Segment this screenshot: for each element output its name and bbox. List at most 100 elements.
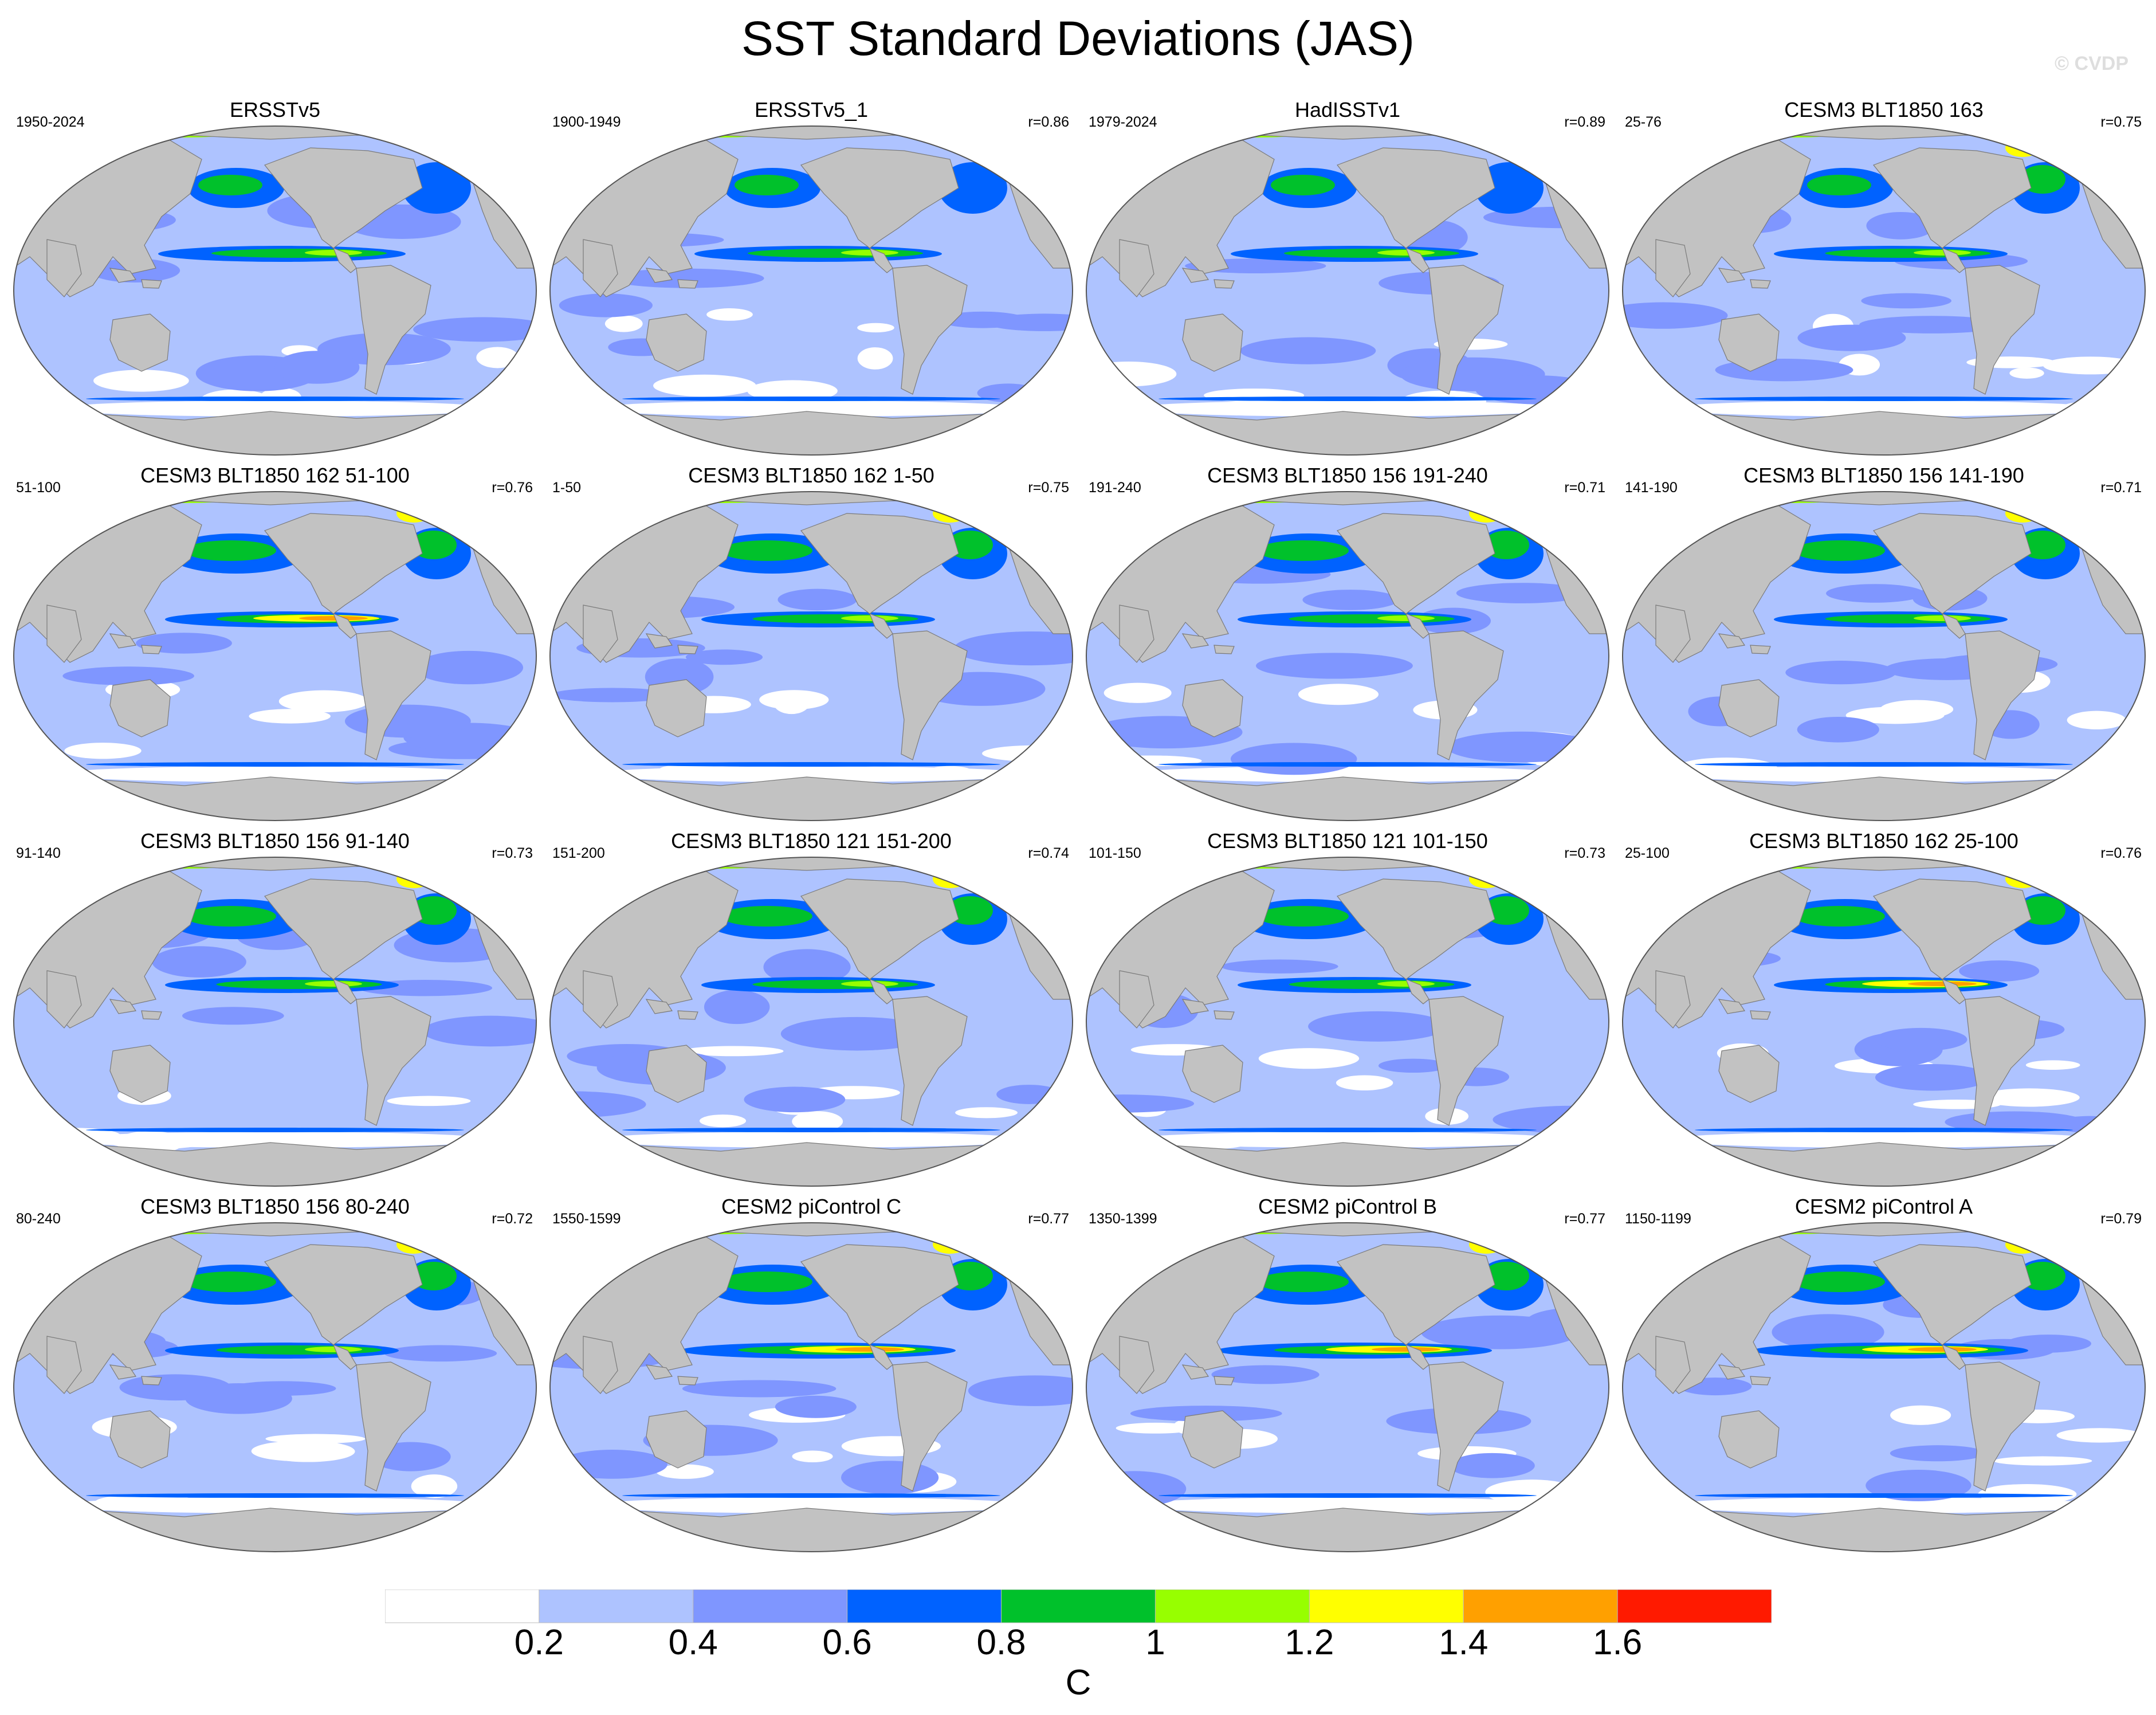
sst-contour [1446,731,1597,763]
sst-contour [2020,531,2065,559]
colorbar-tick-label: 1.4 [1439,1623,1489,1662]
sst-contour [1336,1075,1393,1091]
sst-contour [1623,302,1728,329]
sst-contour [184,906,276,927]
sst-contour [411,1474,458,1498]
sst-contour [1759,493,1793,500]
sst-contour [1483,1262,1529,1290]
sst-contour [411,896,457,925]
sst-contour [1271,175,1335,195]
panel-correlation: r=0.76 [492,480,533,496]
map-panel: ERSSTv5 1950-2024 [6,97,544,458]
panel-period: 1-50 [552,480,582,496]
sst-contour [685,649,763,665]
sst-contour [1666,1497,2102,1513]
sst-contour [1875,1064,1990,1091]
sst-contour [1797,716,1879,743]
sst-contour [1158,1493,1537,1498]
sst-contour [686,493,721,500]
sst-contour [1793,1271,1885,1292]
sst-contour [396,870,431,888]
colorbar-swatch [539,1590,694,1623]
sst-contour [411,1262,457,1290]
sst-contour [278,690,368,713]
panel-correlation: r=0.79 [2100,1211,2142,1227]
panel-period: 191-240 [1089,480,1141,496]
sst-contour [57,401,493,417]
robinson-map [1085,490,1610,822]
robinson-map [13,1222,537,1553]
map-panel: CESM3 BLT1850 156 91-140 91-140 r=0.73 [6,829,544,1190]
sst-contour [1302,590,1399,610]
colorbar-tick-label: 0.4 [668,1623,718,1662]
colorbar-swatch [1154,1590,1310,1623]
panel-title: CESM2 piControl B [1258,1195,1438,1218]
sst-contour [57,1132,493,1148]
sst-contour [1158,762,1537,767]
colorbar-swatch [1617,1590,1772,1623]
sst-contour [1914,250,1971,256]
sst-contour [1666,766,2102,782]
sst-contour [938,162,1007,214]
sst-contour [841,981,898,987]
sst-contour [150,858,184,865]
robinson-map [549,490,1074,822]
sst-contour [299,616,368,621]
sst-contour [1257,540,1349,561]
robinson-map [549,1222,1074,1553]
sst-contour [594,766,1029,782]
sst-contour [1483,531,1529,559]
panel-title: CESM3 BLT1850 121 151-200 [671,829,952,853]
sst-contour [954,631,1073,666]
sst-contour [1130,401,1565,417]
colorbar-tick-label: 0.6 [822,1623,872,1662]
sst-contour [594,1497,1029,1513]
sst-contour [721,1271,812,1292]
colorbar-swatch [385,1590,540,1623]
sst-contour [1759,858,1793,865]
colorbar-tick-label: 1.2 [1285,1623,1334,1662]
panel-correlation: r=0.72 [492,1211,533,1227]
robinson-map [13,856,537,1187]
sst-contour [1759,1224,1793,1231]
sst-contour [86,1128,464,1132]
colorbar-swatch [1309,1590,1464,1623]
sst-contour [2020,1262,2065,1290]
panel-title: ERSSTv5 [229,98,321,121]
map-panel: CESM3 BLT1850 162 25-100 25-100 r=0.76 [1615,829,2153,1190]
copyright-watermark: © CVDP [2055,53,2128,74]
sst-contour [1221,959,1338,974]
sst-contour [1861,293,1951,309]
panel-correlation: r=0.77 [1564,1211,1605,1227]
panel-title: CESM2 piControl A [1794,1195,1973,1218]
map-panel: CESM3 BLT1850 156 80-240 80-240 r=0.72 [6,1194,544,1555]
sst-contour [759,690,829,710]
sst-contour [184,540,276,561]
sst-contour [1793,540,1885,561]
sst-contour [747,380,838,402]
panel-grid: ERSSTv5 1950-2024 [6,97,2153,1555]
sst-contour [656,1464,714,1479]
panel-period: 151-200 [552,845,605,861]
robinson-map [13,125,537,456]
sst-contour [1859,316,2005,333]
sst-contour [2056,1428,2143,1443]
colorbar-swatch [1001,1590,1156,1623]
panel-title: CESM3 BLT1850 156 191-240 [1207,464,1488,487]
map-panel: CESM3 BLT1850 163 25-76 r=0.75 [1615,97,2153,458]
panel-correlation: r=0.76 [2100,845,2142,861]
sst-contour [422,1015,536,1047]
sst-contour [1845,707,1945,724]
sst-contour [622,1128,1000,1132]
sst-contour [1130,1132,1565,1148]
sst-contour [387,1096,471,1106]
colorbar-swatch [1463,1590,1618,1623]
sst-contour [93,370,189,392]
sst-contour [955,1107,1018,1119]
map-panel: CESM3 BLT1850 121 151-200 151-200 r=0.74 [542,829,1081,1190]
panel-correlation: r=0.74 [1028,845,1069,861]
sst-contour [1978,1088,2080,1107]
map-panel: CESM3 BLT1850 162 51-100 51-100 r=0.76 [6,463,544,824]
sst-contour [185,1383,292,1414]
sst-contour [1475,162,1544,214]
